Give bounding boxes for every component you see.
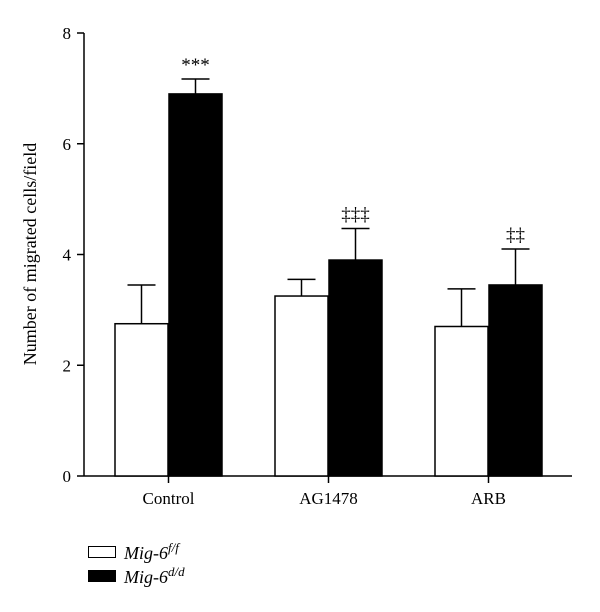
bar-Control-1 <box>168 93 223 477</box>
legend-swatch-ff <box>88 546 116 558</box>
bar-Control-0 <box>114 322 169 477</box>
bar-ARB-0 <box>434 325 489 477</box>
bars <box>114 78 543 477</box>
significance-label-ARB: ‡‡ <box>506 225 525 246</box>
legend-item-ff: Mig-6f/f <box>88 540 185 564</box>
bar-chart: 0 2 4 6 8 *** Control ‡‡‡ AG1478 ‡‡ ARB Number of … <box>20 24 572 508</box>
y-tick-label-0: 0 <box>63 467 72 486</box>
legend: Mig-6f/f Mig-6d/d <box>88 540 185 588</box>
significance-label-Control: *** <box>181 55 210 76</box>
x-tick-label-AG1478: AG1478 <box>299 489 358 508</box>
y-tick-label-2: 4 <box>63 246 72 265</box>
y-axis-title: Number of migrated cells/field <box>20 143 40 365</box>
bar-AG1478-0 <box>274 295 329 477</box>
legend-item-dd: Mig-6d/d <box>88 564 185 588</box>
legend-label-ff: Mig-6f/f <box>124 540 179 563</box>
significance-label-AG1478: ‡‡‡ <box>341 204 370 225</box>
y-tick-label-3: 6 <box>63 135 72 154</box>
legend-label-dd: Mig-6d/d <box>124 564 185 587</box>
x-tick-label-Control: Control <box>143 489 195 508</box>
x-tick-label-ARB: ARB <box>471 489 506 508</box>
labels: 0 2 4 6 8 *** Control ‡‡‡ AG1478 ‡‡ ARB <box>63 24 526 508</box>
bar-ARB-1 <box>488 284 543 477</box>
legend-swatch-dd <box>88 570 116 582</box>
bar-AG1478-1 <box>328 259 383 477</box>
y-tick-label-4: 8 <box>63 24 72 43</box>
y-tick-label-1: 2 <box>63 356 72 375</box>
